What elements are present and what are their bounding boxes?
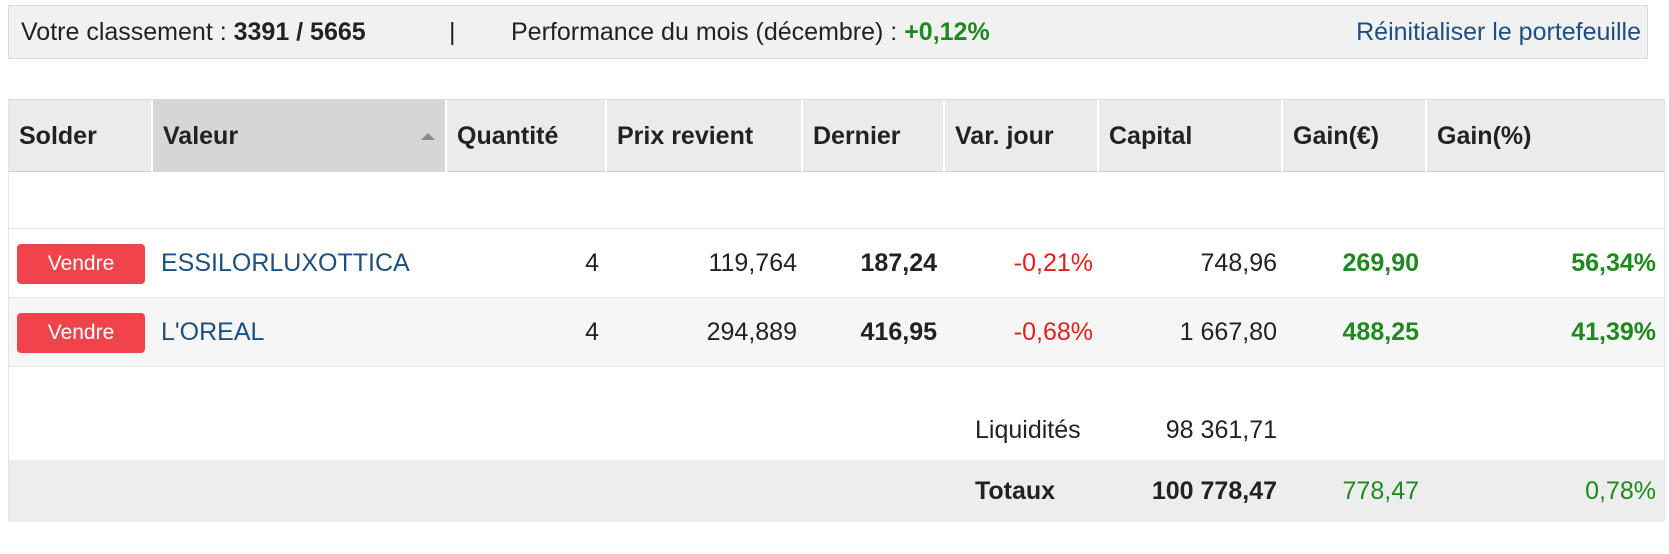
column-header-valeur[interactable]: Valeur xyxy=(153,100,447,172)
table-header: Solder Valeur Quantité Prix revient Dern… xyxy=(9,100,1664,172)
ranking: Votre classement : 3391 / 5665 xyxy=(21,18,366,47)
sort-ascending-icon xyxy=(421,133,435,140)
reset-portfolio-link[interactable]: Réinitialiser le portefeuille xyxy=(1356,18,1641,46)
gain-pct-cell: 56,34% xyxy=(1571,249,1656,277)
table-row: Vendre ESSILORLUXOTTICA 4 119,764 187,24… xyxy=(9,229,1664,298)
totals-gain-pct: 0,78% xyxy=(1585,476,1656,505)
sell-button[interactable]: Vendre xyxy=(17,313,145,353)
quantity-cell: 4 xyxy=(585,249,599,277)
column-header-gain-eur[interactable]: Gain(€) xyxy=(1283,100,1427,172)
column-header-capital[interactable]: Capital xyxy=(1099,100,1283,172)
table-row: Vendre L'OREAL 4 294,889 416,95 -0,68% 1… xyxy=(9,298,1664,367)
portfolio-summary-bar: Votre classement : 3391 / 5665 | Perform… xyxy=(8,5,1648,59)
empty-spacer-row xyxy=(9,172,1664,229)
daily-change-cell: -0,68% xyxy=(1013,318,1093,346)
sell-button[interactable]: Vendre xyxy=(17,244,145,284)
column-header-quantite[interactable]: Quantité xyxy=(447,100,607,172)
separator: | xyxy=(449,18,456,46)
daily-change-cell: -0,21% xyxy=(1013,249,1093,277)
cash-row: Liquidités 98 361,71 xyxy=(9,392,1664,468)
gain-pct-cell: 41,39% xyxy=(1571,318,1656,346)
monthly-performance: Performance du mois (décembre) : +0,12% xyxy=(511,18,990,47)
totals-label: Totaux xyxy=(975,476,1056,505)
column-header-prix-revient[interactable]: Prix revient xyxy=(607,100,803,172)
cost-price-cell: 119,764 xyxy=(708,249,797,277)
last-price-cell: 187,24 xyxy=(860,249,937,277)
cost-price-cell: 294,889 xyxy=(706,318,797,346)
stock-name-link[interactable]: L'OREAL xyxy=(161,318,265,346)
gain-eur-cell: 488,25 xyxy=(1342,318,1419,346)
totals-gain-eur: 778,47 xyxy=(1342,476,1419,505)
ranking-label: Votre classement : xyxy=(21,18,234,46)
totals-row: Totaux 100 778,47 778,47 0,78% xyxy=(9,460,1664,522)
stock-name-link[interactable]: ESSILORLUXOTTICA xyxy=(161,249,410,277)
capital-cell: 1 667,80 xyxy=(1179,318,1277,346)
quantity-cell: 4 xyxy=(585,318,599,346)
portfolio-table: Solder Valeur Quantité Prix revient Dern… xyxy=(8,99,1665,522)
column-header-dernier[interactable]: Dernier xyxy=(803,100,945,172)
capital-cell: 748,96 xyxy=(1200,249,1277,277)
cash-value: 98 361,71 xyxy=(1165,415,1277,444)
cash-label: Liquidités xyxy=(975,415,1081,444)
performance-value: +0,12% xyxy=(904,18,990,46)
column-header-solder: Solder xyxy=(9,100,153,172)
column-header-gain-pct[interactable]: Gain(%) xyxy=(1437,121,1532,150)
column-header-var-jour[interactable]: Var. jour xyxy=(945,100,1099,172)
last-price-cell: 416,95 xyxy=(860,318,937,346)
gain-eur-cell: 269,90 xyxy=(1342,249,1419,277)
performance-label: Performance du mois (décembre) : xyxy=(511,18,905,46)
ranking-value: 3391 / 5665 xyxy=(233,18,366,46)
totals-capital: 100 778,47 xyxy=(1151,476,1277,505)
column-header-valeur-label: Valeur xyxy=(163,121,239,150)
